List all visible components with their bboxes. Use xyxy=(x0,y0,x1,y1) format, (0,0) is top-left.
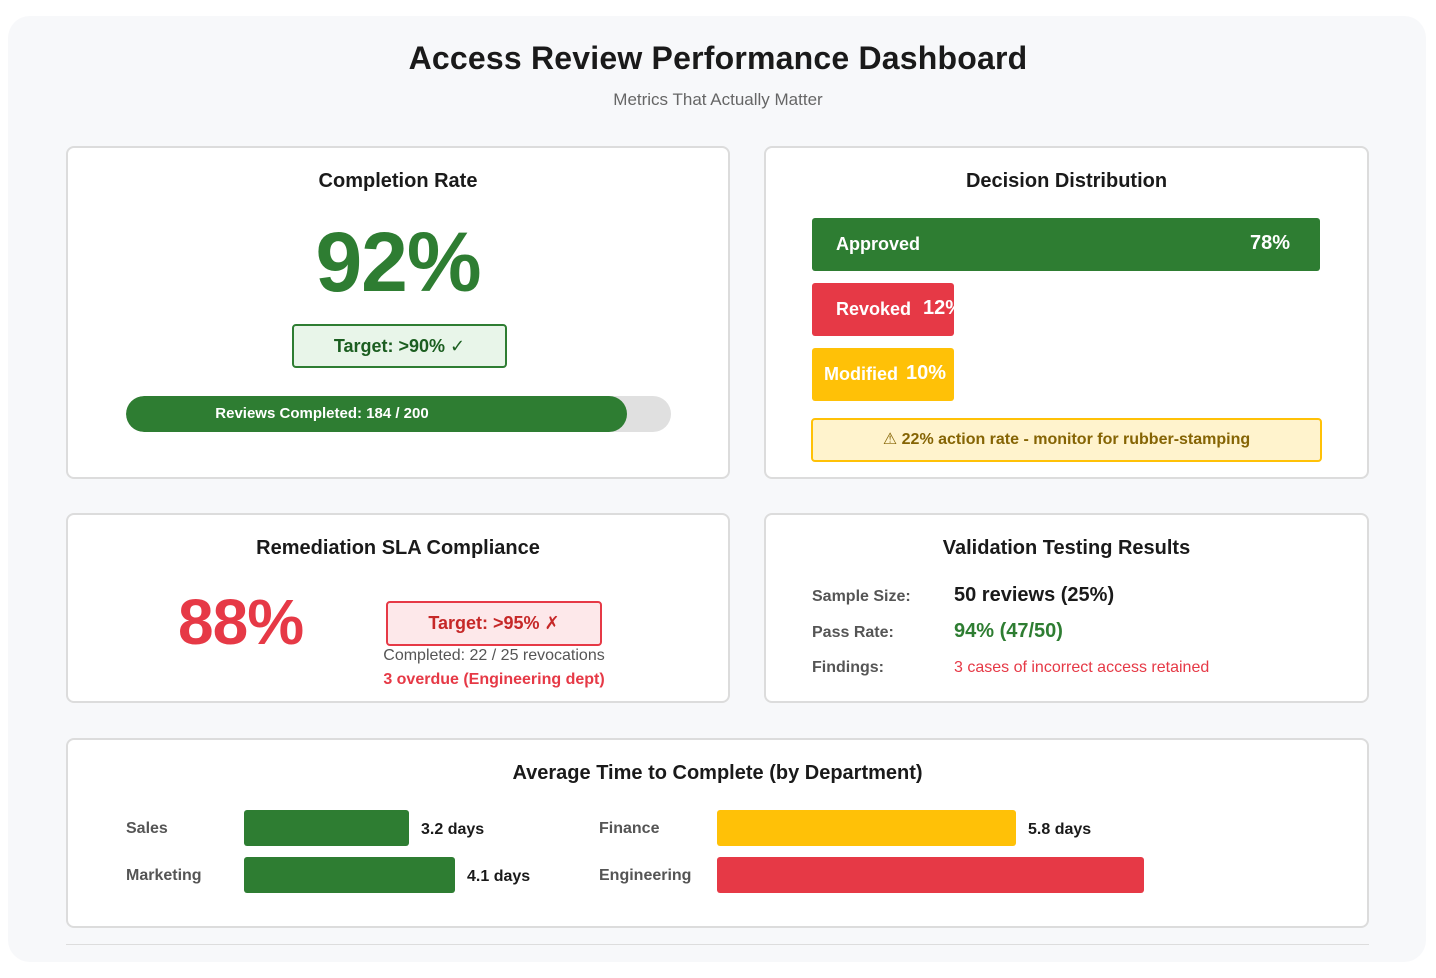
validation-testing-title: Validation Testing Results xyxy=(942,537,1191,559)
page-title: Access Review Performance Dashboard xyxy=(408,40,1028,76)
dept-label-engineering: Engineering xyxy=(599,867,692,884)
decision-bar-approved: Approved 78% xyxy=(812,218,1320,271)
findings-label: Findings: xyxy=(812,659,884,676)
reviews-progress-label: Reviews Completed: 184 / 200 xyxy=(215,405,429,422)
remediation-target-badge: Target: >95% ✗ xyxy=(386,601,602,646)
rubber-stamping-warning: ⚠ 22% action rate - monitor for rubber-s… xyxy=(811,418,1322,462)
decision-bar-pct: 12% xyxy=(923,297,964,319)
dept-value-sales: 3.2 days xyxy=(421,821,485,838)
footer-divider xyxy=(66,944,1369,945)
sample-size-value: 50 reviews (25%) xyxy=(954,584,1115,606)
dept-label-sales: Sales xyxy=(126,820,168,837)
dept-value-marketing: 4.1 days xyxy=(467,868,531,885)
dept-label-marketing: Marketing xyxy=(126,867,202,884)
completion-target-badge: Target: >90% ✓ xyxy=(292,324,507,368)
dept-bar-finance xyxy=(717,810,1016,846)
findings-value: 3 cases of incorrect access retained xyxy=(954,659,1210,676)
decision-bar-label: Approved xyxy=(836,234,921,254)
decision-bar-pct: 10% xyxy=(906,362,947,384)
remediation-completed-text: Completed: 22 / 25 revocations xyxy=(383,647,605,664)
decision-bar-label: Revoked xyxy=(836,299,912,319)
dept-bar-marketing xyxy=(244,857,455,893)
completion-rate-value: 92% xyxy=(315,215,481,309)
decision-bar-modified: Modified 10% xyxy=(812,348,954,401)
pass-rate-value: 94% (47/50) xyxy=(954,620,1063,642)
page-subtitle: Metrics That Actually Matter xyxy=(613,90,823,109)
remediation-sla-title: Remediation SLA Compliance xyxy=(256,537,540,559)
dept-bar-engineering xyxy=(717,857,1144,893)
decision-distribution-card: Decision Distribution Approved 78% Revok… xyxy=(764,146,1369,479)
remediation-sla-card: Remediation SLA Compliance 88% Target: >… xyxy=(66,513,730,703)
dept-bar-sales xyxy=(244,810,409,846)
remediation-overdue-text: 3 overdue (Engineering dept) xyxy=(383,671,605,688)
dept-value-finance: 5.8 days xyxy=(1028,821,1092,838)
completion-rate-title: Completion Rate xyxy=(318,170,478,192)
remediation-sla-value: 88% xyxy=(178,586,304,658)
sample-size-label: Sample Size: xyxy=(812,588,911,605)
reviews-progress-fill xyxy=(126,396,628,432)
decision-bar-pct: 78% xyxy=(1249,232,1290,254)
reviews-progress-bar: Reviews Completed: 184 / 200 xyxy=(126,396,671,432)
dept-label-finance: Finance xyxy=(599,820,660,837)
decision-distribution-title: Decision Distribution xyxy=(965,170,1168,192)
completion-rate-card: Completion Rate 92% Target: >90% ✓ Revie… xyxy=(66,146,730,479)
decision-bar-revoked: Revoked 12% xyxy=(812,283,963,336)
pass-rate-label: Pass Rate: xyxy=(812,624,894,641)
validation-testing-card: Validation Testing Results Sample Size: … xyxy=(764,513,1369,703)
decision-bar-label: Modified xyxy=(824,364,898,384)
avg-time-card: Average Time to Complete (by Department)… xyxy=(66,738,1369,928)
avg-time-title: Average Time to Complete (by Department) xyxy=(512,762,923,784)
